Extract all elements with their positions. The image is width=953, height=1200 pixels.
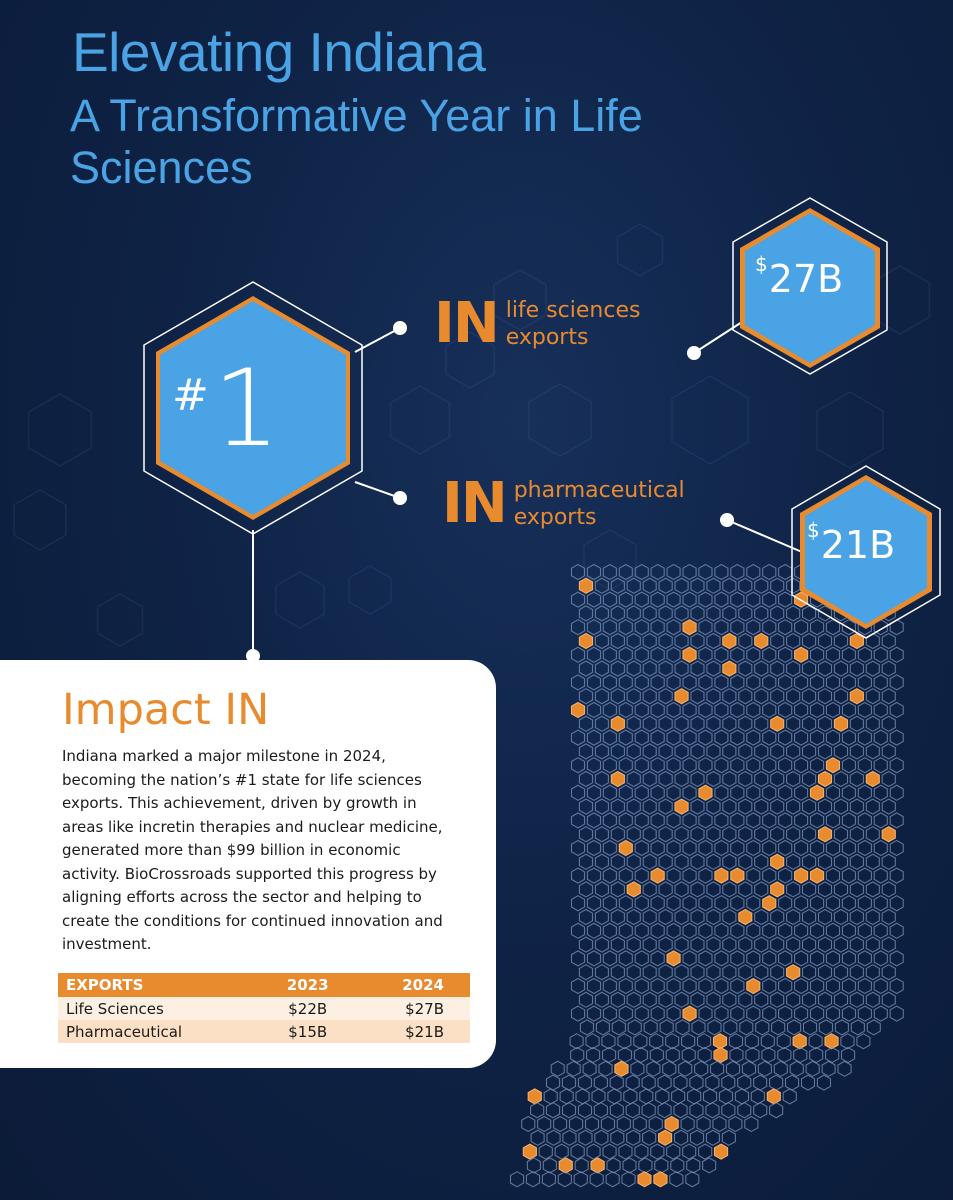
stat-label: pharmaceutical exports — [513, 478, 685, 530]
hexagon-27b-icon — [732, 197, 888, 375]
page-title: Elevating Indiana — [72, 21, 486, 83]
value-text: 27B — [768, 257, 844, 301]
table-row: Life Sciences $22B $27B — [58, 997, 470, 1020]
page-subtitle: A Transformative Year in Life Sciences — [70, 90, 643, 193]
table-cell: $22B — [262, 997, 353, 1020]
rank-number: # 1 — [172, 356, 280, 462]
impact-card: Impact IN Indiana marked a major milesto… — [0, 660, 496, 1068]
table-cell: $27B — [352, 997, 470, 1020]
value-21b: $ 21B — [807, 514, 895, 564]
indiana-hex-map-icon — [509, 563, 912, 1188]
table-cell: Pharmaceutical — [58, 1020, 263, 1043]
stat-life-sciences: IN life sciences exports — [434, 296, 666, 352]
value-27b: $ 27B — [755, 248, 843, 298]
currency-symbol: $ — [755, 252, 768, 276]
stat-label: life sciences exports — [505, 298, 641, 350]
rank-value: 1 — [212, 347, 281, 470]
value-text: 21B — [820, 523, 896, 567]
rank-hexagon-icon — [143, 281, 363, 535]
impact-heading: Impact IN — [62, 685, 270, 735]
table-header-cell: 2023 — [262, 973, 353, 997]
table-cell: $15B — [262, 1020, 353, 1043]
impact-body: Indiana marked a major milestone in 2024… — [62, 747, 443, 953]
table-header-cell: EXPORTS — [58, 973, 263, 997]
exports-table: EXPORTS 2023 2024 Life Sciences $22B $27… — [58, 973, 470, 1043]
table-cell: Life Sciences — [58, 997, 263, 1020]
rank-hash: # — [172, 370, 209, 421]
stat-prefix: IN — [434, 291, 500, 356]
table-header-row: EXPORTS 2023 2024 — [58, 973, 470, 997]
currency-symbol: $ — [807, 518, 820, 542]
connector-dots — [246, 321, 734, 663]
stat-prefix: IN — [442, 471, 508, 536]
stat-pharmaceutical: IN pharmaceutical exports — [442, 476, 714, 532]
table-row: Pharmaceutical $15B $21B — [58, 1020, 470, 1043]
table-header-cell: 2024 — [352, 973, 470, 997]
hexagon-21b-icon — [791, 465, 941, 639]
table-cell: $21B — [352, 1020, 470, 1043]
